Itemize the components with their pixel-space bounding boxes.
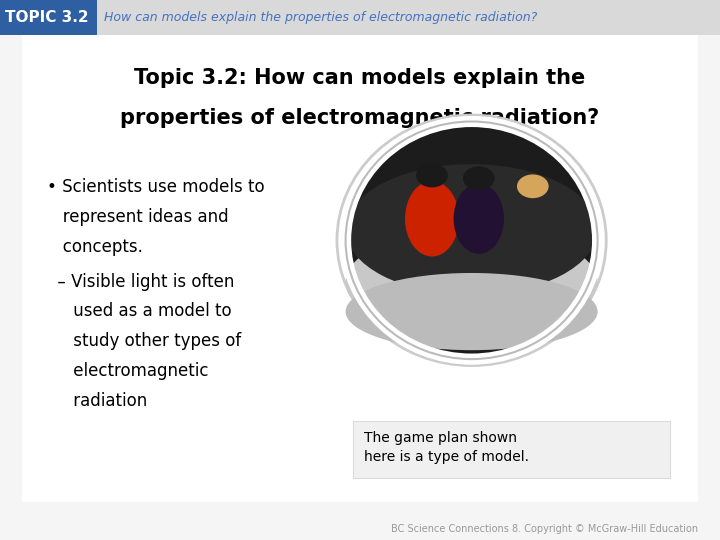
- Ellipse shape: [405, 181, 459, 256]
- Ellipse shape: [454, 184, 504, 254]
- Text: Topic 3.2: How can models explain the: Topic 3.2: How can models explain the: [135, 68, 585, 87]
- Ellipse shape: [346, 228, 598, 335]
- Text: How can models explain the properties of electromagnetic radiation?: How can models explain the properties of…: [104, 11, 538, 24]
- Circle shape: [463, 166, 495, 190]
- Text: radiation: radiation: [47, 392, 147, 409]
- FancyBboxPatch shape: [0, 0, 97, 35]
- Ellipse shape: [337, 115, 606, 366]
- Text: • Scientists use models to: • Scientists use models to: [47, 178, 264, 196]
- Ellipse shape: [346, 273, 598, 350]
- FancyBboxPatch shape: [97, 0, 720, 35]
- FancyBboxPatch shape: [22, 35, 698, 502]
- Ellipse shape: [510, 194, 556, 259]
- Circle shape: [517, 174, 549, 198]
- Text: The game plan shown
here is a type of model.: The game plan shown here is a type of mo…: [364, 431, 528, 464]
- Ellipse shape: [346, 164, 598, 295]
- FancyBboxPatch shape: [353, 421, 670, 478]
- Text: concepts.: concepts.: [47, 238, 143, 255]
- Text: used as a model to: used as a model to: [47, 302, 231, 320]
- Circle shape: [416, 164, 448, 187]
- Text: – Visible light is often: – Visible light is often: [47, 273, 234, 291]
- Ellipse shape: [346, 122, 598, 359]
- Text: properties of electromagnetic radiation?: properties of electromagnetic radiation?: [120, 108, 600, 128]
- Text: study other types of: study other types of: [47, 332, 241, 350]
- Text: electromagnetic: electromagnetic: [47, 362, 208, 380]
- Text: represent ideas and: represent ideas and: [47, 208, 228, 226]
- Text: TOPIC 3.2: TOPIC 3.2: [5, 10, 89, 25]
- Text: BC Science Connections 8. Copyright © McGraw-Hill Education: BC Science Connections 8. Copyright © Mc…: [391, 523, 698, 534]
